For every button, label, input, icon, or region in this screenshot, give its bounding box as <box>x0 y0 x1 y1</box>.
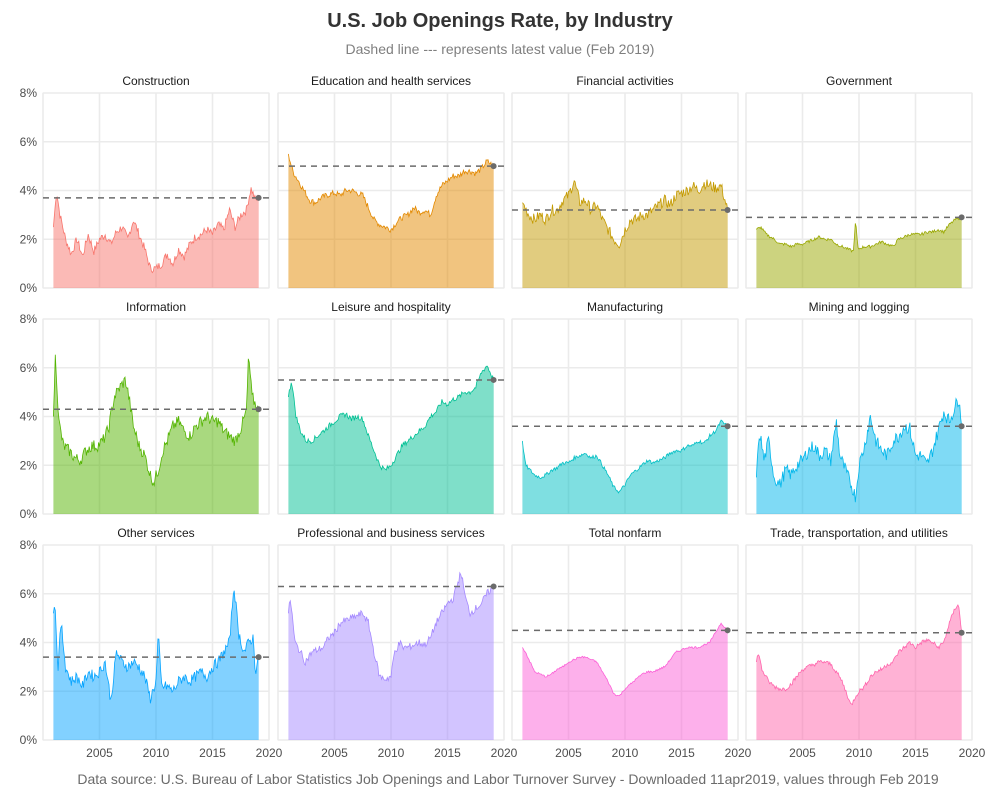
chart-caption: Data source: U.S. Bureau of Labor Statis… <box>77 771 939 787</box>
y-tick-label: 0% <box>20 733 38 747</box>
series-area <box>53 187 259 288</box>
y-tick-label: 4% <box>20 636 38 650</box>
facet-label: Total nonfarm <box>589 526 662 540</box>
latest-value-dot <box>490 376 497 383</box>
facet-label: Information <box>126 300 186 314</box>
series-line <box>756 397 963 503</box>
y-tick-label: 6% <box>20 135 38 149</box>
panel-leisure-and-hospitality: Leisure and hospitality <box>277 300 505 515</box>
series-line <box>53 187 260 274</box>
y-tick-label: 0% <box>20 507 38 521</box>
facet-label: Government <box>826 74 893 88</box>
series-line <box>756 215 962 253</box>
series-line <box>756 604 963 706</box>
series-area <box>756 398 962 514</box>
facet-label: Construction <box>122 74 189 88</box>
x-tick-label: 2015 <box>199 746 226 760</box>
latest-value-dot <box>724 423 731 430</box>
x-tick-label: 2015 <box>902 746 929 760</box>
chart-title: U.S. Job Openings Rate, by Industry <box>327 10 673 32</box>
facet-label: Education and health services <box>311 74 471 88</box>
x-tick-label: 2010 <box>612 746 639 760</box>
chart-subtitle: Dashed line --- represents latest value … <box>345 41 655 57</box>
y-tick-label: 8% <box>20 312 38 326</box>
series-area <box>522 623 728 740</box>
x-tick-label: 2005 <box>321 746 348 760</box>
latest-value-dot <box>255 654 262 661</box>
series-line <box>288 571 495 682</box>
x-tick-label: 2005 <box>555 746 582 760</box>
series-line <box>53 590 260 704</box>
latest-value-dot <box>958 423 965 430</box>
x-tick-label: 2020 <box>256 746 283 760</box>
latest-value-dot <box>490 163 497 170</box>
y-tick-label: 2% <box>20 684 38 698</box>
x-tick-label: 2015 <box>434 746 461 760</box>
x-tick-label: 2005 <box>789 746 816 760</box>
latest-value-dot <box>958 214 965 221</box>
panel-education-and-health-services: Education and health services <box>277 74 505 289</box>
panel-manufacturing: Manufacturing <box>511 300 739 515</box>
x-tick-label: 2020 <box>725 746 752 760</box>
x-tick-label: 2005 <box>86 746 113 760</box>
series-area <box>756 605 962 740</box>
x-tick-label: 2020 <box>491 746 518 760</box>
series-line <box>53 354 260 488</box>
y-tick-label: 8% <box>20 538 38 552</box>
y-tick-label: 2% <box>20 232 38 246</box>
latest-value-dot <box>490 583 497 590</box>
panel-other-services: Other services 0% 2% 4% 6% 8% 2005 2010 2015 2020 <box>20 526 283 760</box>
latest-value-dot <box>255 194 262 201</box>
facet-label: Professional and business services <box>297 526 484 540</box>
facet-label: Trade, transportation, and utilities <box>770 526 948 540</box>
series-area <box>756 216 962 288</box>
panel-mining-and-logging: Mining and logging <box>745 300 973 515</box>
y-tick-label: 4% <box>20 184 38 198</box>
series-area <box>288 153 494 288</box>
x-tick-label: 2015 <box>668 746 695 760</box>
series-area <box>53 590 259 740</box>
x-tick-label: 2010 <box>378 746 405 760</box>
panel-government: Government <box>745 74 973 289</box>
series-area <box>522 179 728 288</box>
x-tick-label: 2020 <box>959 746 986 760</box>
latest-value-dot <box>724 627 731 634</box>
series-line <box>288 153 495 233</box>
latest-value-dot <box>255 406 262 413</box>
y-tick-label: 8% <box>20 86 38 100</box>
latest-value-dot <box>724 207 731 213</box>
y-tick-label: 0% <box>20 281 38 295</box>
series-line <box>522 622 728 697</box>
panel-information: Information 0% 2% 4% 6% 8% <box>20 300 270 521</box>
x-tick-label: 2010 <box>846 746 873 760</box>
panel-financial-activities: Financial activities <box>511 74 739 289</box>
series-area <box>288 366 494 514</box>
facet-label: Financial activities <box>576 74 673 88</box>
series-area <box>522 420 728 514</box>
facet-label: Leisure and hospitality <box>331 300 450 314</box>
facet-label: Manufacturing <box>587 300 663 314</box>
panel-total-nonfarm: Total nonfarm 2005 2010 2015 2020 <box>511 526 752 760</box>
y-tick-label: 2% <box>20 458 38 472</box>
series-line <box>288 365 495 471</box>
series-area <box>288 572 494 740</box>
series-area <box>53 354 259 514</box>
panel-professional-and-business-services: Professional and business services 2005 20… <box>277 526 518 760</box>
y-tick-label: 6% <box>20 361 38 375</box>
series-line <box>522 179 729 249</box>
panel-construction: Construction 0% 2% 4% 6% 8% <box>20 74 270 295</box>
series-line <box>522 419 728 494</box>
latest-value-dot <box>958 629 965 636</box>
x-tick-label: 2010 <box>143 746 170 760</box>
y-tick-label: 6% <box>20 587 38 601</box>
facet-label: Mining and logging <box>809 300 910 314</box>
facet-label: Other services <box>117 526 194 540</box>
y-tick-label: 4% <box>20 410 38 424</box>
panel-trade-transportation-and-utilities: Trade, transportation, and utilities 2005… <box>745 526 986 760</box>
